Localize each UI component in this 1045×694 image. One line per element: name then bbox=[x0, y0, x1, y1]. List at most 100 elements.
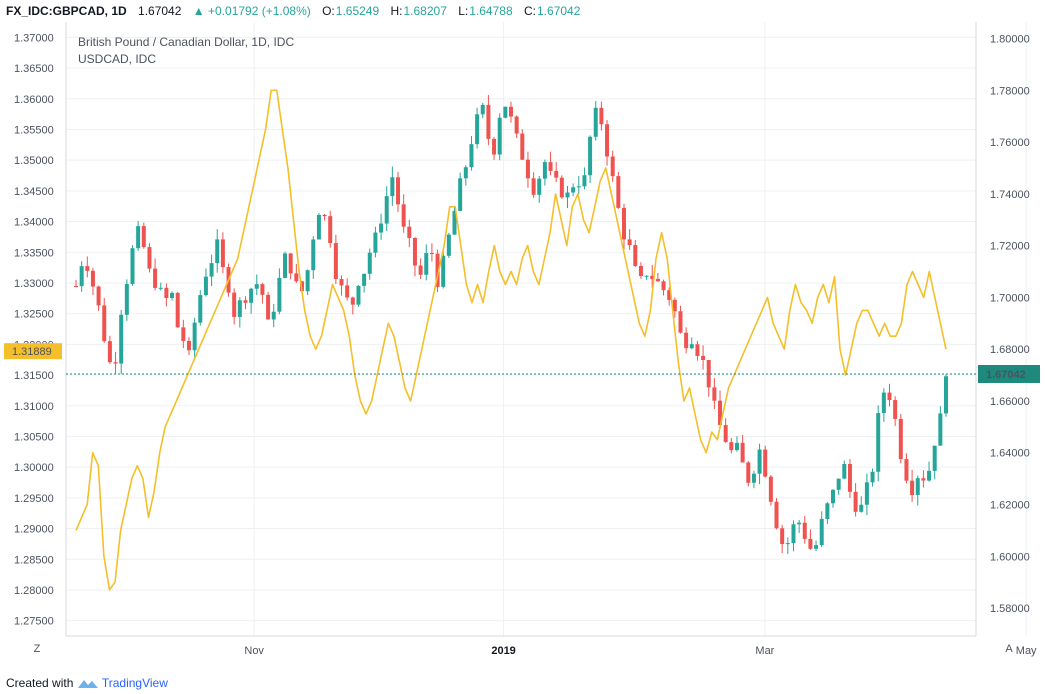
candle-body bbox=[164, 287, 169, 299]
candle-body bbox=[904, 459, 909, 481]
candle-body bbox=[847, 464, 852, 492]
candle-body bbox=[322, 214, 327, 217]
candle-body bbox=[814, 545, 819, 549]
candle-body bbox=[757, 449, 762, 474]
auto-scale-left-button[interactable]: Z bbox=[33, 643, 41, 655]
candle-body bbox=[220, 239, 225, 268]
candle-body bbox=[537, 178, 542, 195]
candle-body bbox=[932, 445, 937, 471]
left-tick-label: 1.31500 bbox=[14, 370, 54, 382]
candle-body bbox=[593, 107, 598, 137]
candle-body bbox=[294, 273, 299, 282]
candle-body bbox=[723, 425, 728, 443]
candle-body bbox=[842, 464, 847, 479]
candle-body bbox=[492, 138, 497, 155]
candle-body bbox=[90, 270, 95, 287]
candle-body bbox=[605, 124, 610, 157]
gbpcad-candles bbox=[74, 95, 948, 554]
candle-body bbox=[141, 226, 146, 248]
left-tick-label: 1.34000 bbox=[14, 217, 54, 229]
candle-body bbox=[559, 177, 564, 198]
candle-body bbox=[260, 284, 265, 295]
candle-body bbox=[774, 501, 779, 529]
candle-body bbox=[209, 263, 214, 277]
time-axis[interactable]: Nov2019MarMayJulSep bbox=[244, 645, 1045, 657]
price-change: +0.01792 (+1.08%) bbox=[208, 4, 311, 18]
candle-body bbox=[446, 234, 451, 256]
left-tick-label: 1.32500 bbox=[14, 309, 54, 321]
candle-body bbox=[350, 297, 355, 305]
time-tick-label: Mar bbox=[755, 645, 774, 657]
candle-body bbox=[531, 178, 536, 195]
created-with-label: Created with bbox=[6, 676, 74, 690]
candle-body bbox=[864, 482, 869, 505]
candle-body bbox=[277, 277, 282, 312]
main-series-legend[interactable]: British Pound / Canadian Dollar, 1D, IDC bbox=[78, 35, 294, 49]
candle-body bbox=[791, 524, 796, 544]
right-last-price-marker: 1.67042 bbox=[978, 364, 1040, 383]
footer-credit: Created with TradingView bbox=[6, 674, 168, 692]
right-tick-label: 1.74000 bbox=[990, 189, 1030, 201]
candle-body bbox=[424, 253, 429, 275]
auto-scale-right-button[interactable]: A bbox=[1005, 643, 1013, 655]
candle-body bbox=[401, 204, 406, 227]
open-label: O: bbox=[322, 4, 335, 18]
candle-body bbox=[373, 232, 378, 253]
candle-body bbox=[435, 253, 440, 287]
candle-body bbox=[249, 288, 254, 303]
left-tick-label: 1.35500 bbox=[14, 124, 54, 136]
candle-body bbox=[509, 106, 513, 117]
time-tick-label: 2019 bbox=[491, 645, 515, 657]
candle-body bbox=[215, 239, 220, 264]
candle-body bbox=[170, 292, 175, 299]
left-tick-label: 1.31000 bbox=[14, 401, 54, 413]
candle-body bbox=[412, 237, 417, 266]
candle-body bbox=[831, 489, 836, 504]
overlay-series-legend[interactable]: USDCAD, IDC bbox=[78, 52, 156, 66]
candle-body bbox=[644, 275, 649, 277]
candle-body bbox=[452, 210, 457, 235]
right-price-axis[interactable]: 1.80000 1.78000 1.76000 1.74000 1.72000 1.700… bbox=[990, 34, 1030, 615]
candle-body bbox=[136, 226, 141, 249]
left-tick-label: 1.27500 bbox=[14, 616, 54, 628]
candle-body bbox=[582, 175, 587, 187]
candle-body bbox=[480, 104, 485, 115]
time-tick-label: May bbox=[1016, 645, 1037, 657]
candle-body bbox=[520, 133, 525, 160]
candle-body bbox=[785, 543, 790, 545]
candle-body bbox=[79, 266, 84, 287]
candle-body bbox=[797, 522, 802, 525]
candle-body bbox=[175, 292, 180, 328]
candle-body bbox=[887, 392, 892, 401]
left-price-axis[interactable]: 1.37000 1.36500 1.36000 1.35500 1.35000 1.345… bbox=[14, 32, 54, 627]
left-tick-label: 1.29000 bbox=[14, 524, 54, 536]
tradingview-link[interactable]: TradingView bbox=[101, 676, 168, 690]
right-tick-label: 1.70000 bbox=[990, 292, 1030, 304]
left-tick-label: 1.30500 bbox=[14, 431, 54, 443]
tradingview-logo-icon bbox=[77, 679, 98, 688]
candle-body bbox=[768, 476, 773, 502]
open-value: 1.65249 bbox=[335, 4, 380, 18]
candle-body bbox=[678, 311, 683, 333]
right-tick-label: 1.78000 bbox=[990, 85, 1030, 97]
candle-body bbox=[695, 344, 700, 356]
candle-body bbox=[266, 294, 271, 320]
candle-body bbox=[881, 392, 886, 414]
candle-body bbox=[599, 107, 604, 125]
candle-body bbox=[305, 270, 310, 292]
candle-body bbox=[870, 471, 875, 483]
candle-body bbox=[203, 276, 208, 296]
candle-body bbox=[638, 265, 643, 277]
symbol-name[interactable]: FX_IDC:GBPCAD, 1D bbox=[6, 4, 127, 18]
candle-body bbox=[232, 292, 237, 317]
candle-body bbox=[859, 504, 864, 512]
candle-body bbox=[124, 283, 129, 315]
candle-body bbox=[876, 413, 881, 472]
right-tick-label: 1.66000 bbox=[990, 396, 1030, 408]
candle-body bbox=[763, 449, 768, 477]
candle-body bbox=[706, 359, 711, 388]
candle-body bbox=[514, 116, 519, 134]
candle-body bbox=[610, 156, 615, 177]
candle-body bbox=[808, 538, 813, 549]
